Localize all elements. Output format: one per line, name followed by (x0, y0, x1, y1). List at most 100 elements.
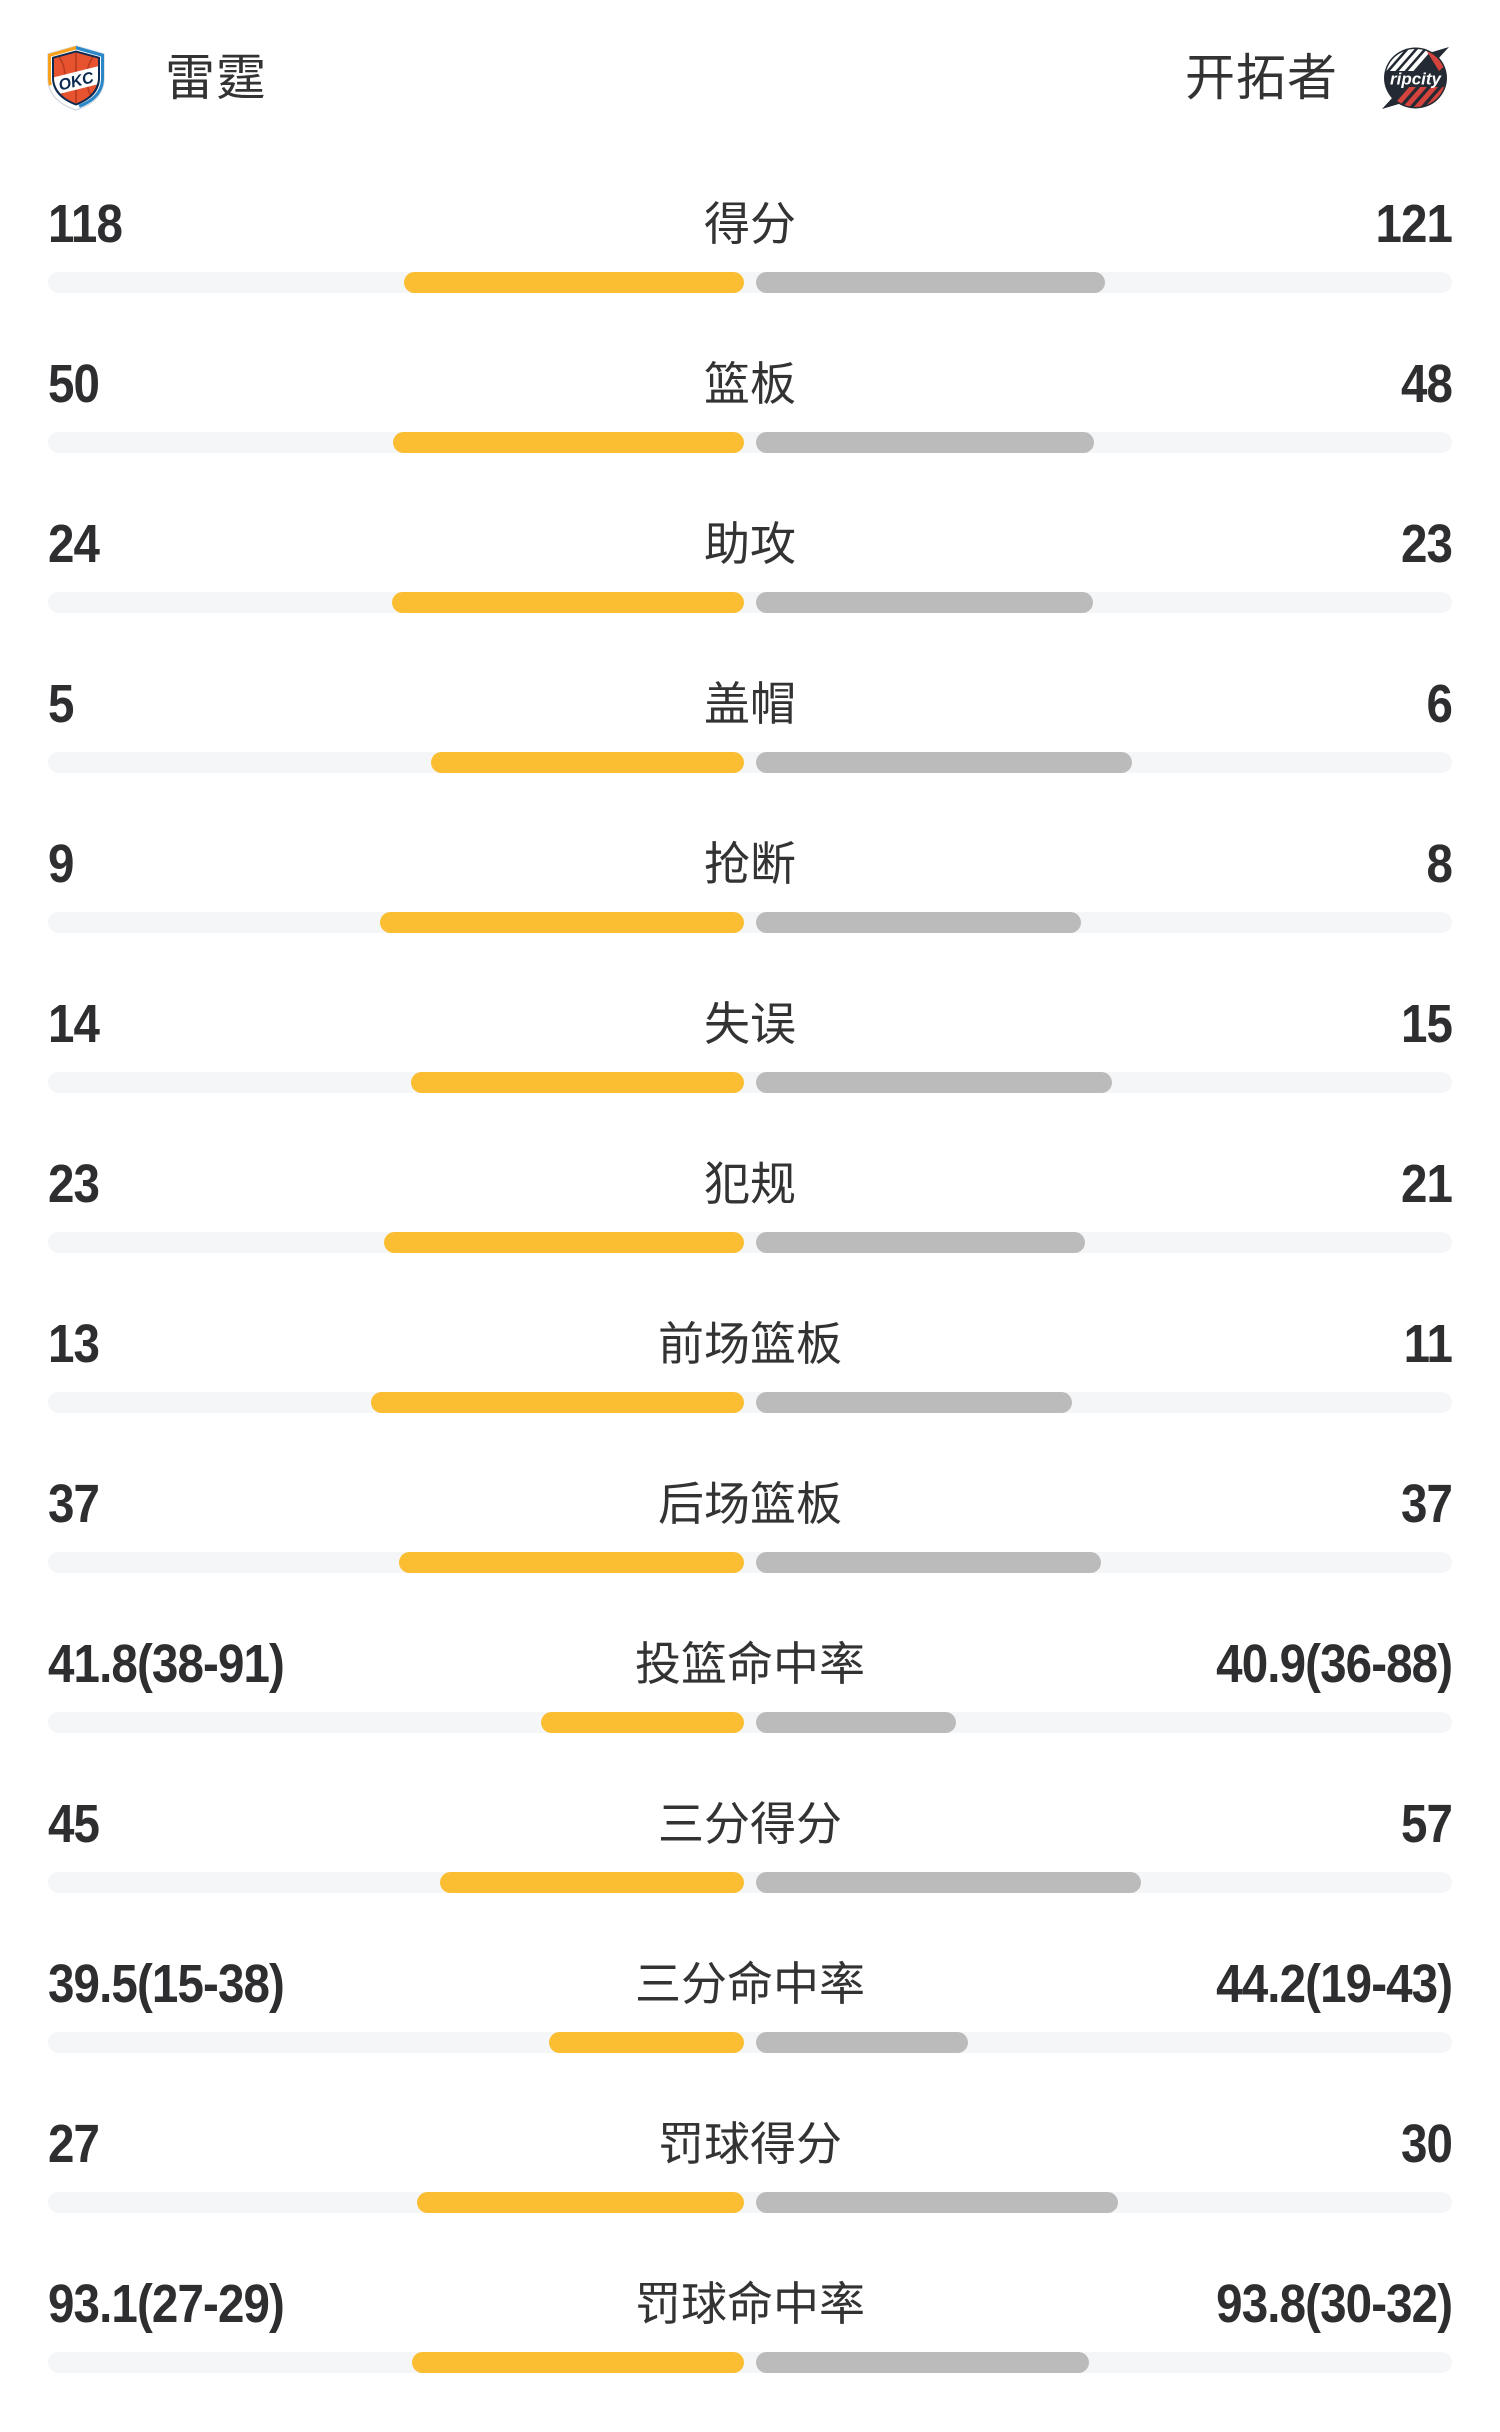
stat-row: 45 三分得分 57 (0, 1792, 1500, 1952)
stat-row: 9 抢断 8 (0, 832, 1500, 992)
away-value: 30 (1400, 2114, 1453, 2174)
stat-row: 93.1(27-29) 罚球命中率 93.8(30-32) (0, 2272, 1500, 2432)
stat-bar-track (48, 2032, 1452, 2053)
home-value: 45 (48, 1794, 100, 1854)
stat-row: 5 盖帽 6 (0, 672, 1500, 832)
stat-text-line: 37 后场篮板 37 (48, 1472, 1453, 1536)
home-bar (380, 912, 744, 933)
stat-label: 罚球得分 (658, 2118, 842, 2170)
stat-label: 抢断 (704, 838, 796, 890)
away-value: 44.2(19-43) (1215, 1954, 1453, 2014)
stat-label: 三分命中率 (635, 1958, 865, 2010)
away-value: 48 (1400, 354, 1453, 414)
home-value: 37 (48, 1474, 100, 1534)
stat-row: 50 篮板 48 (0, 352, 1500, 512)
svg-text:ripcity: ripcity (1390, 70, 1443, 89)
away-bar (756, 2032, 968, 2053)
stat-bar-track (48, 1712, 1452, 1733)
stat-row: 23 犯规 21 (0, 1152, 1500, 1312)
stat-bar-track (48, 1072, 1452, 1093)
stat-label: 三分得分 (658, 1798, 842, 1850)
stat-bar-track (48, 752, 1452, 773)
away-bar (756, 1552, 1101, 1573)
stat-text-line: 39.5(15-38) 三分命中率 44.2(19-43) (48, 1952, 1453, 2016)
away-bar (756, 2352, 1089, 2373)
home-bar (393, 432, 744, 453)
stat-label: 投篮命中率 (635, 1638, 865, 1690)
home-value: 14 (48, 994, 100, 1054)
stat-text-line: 24 助攻 23 (48, 512, 1453, 576)
home-bar (384, 1232, 744, 1253)
home-bar (412, 2352, 744, 2373)
stat-bar-track (48, 2192, 1452, 2213)
home-value: 93.1(27-29) (48, 2274, 285, 2334)
stat-row: 27 罚球得分 30 (0, 2112, 1500, 2272)
stat-bar-track (48, 1552, 1452, 1573)
home-bar (440, 1872, 744, 1893)
home-value: 5 (48, 674, 74, 734)
away-value: 11 (1403, 1314, 1453, 1374)
away-bar (756, 1072, 1112, 1093)
stat-row: 41.8(38-91) 投篮命中率 40.9(36-88) (0, 1632, 1500, 1792)
away-bar (756, 1872, 1141, 1893)
stat-label: 篮板 (704, 358, 796, 410)
stat-row: 24 助攻 23 (0, 512, 1500, 672)
home-value: 27 (48, 2114, 100, 2174)
stat-text-line: 14 失误 15 (48, 992, 1453, 1056)
stat-text-line: 9 抢断 8 (48, 832, 1453, 896)
home-bar (417, 2192, 744, 2213)
home-value: 41.8(38-91) (48, 1634, 285, 1694)
home-value: 24 (48, 514, 100, 574)
away-value: 37 (1400, 1474, 1453, 1534)
home-bar (431, 752, 744, 773)
away-bar (756, 1232, 1085, 1253)
stat-bar-track (48, 1232, 1452, 1253)
stat-text-line: 23 犯规 21 (48, 1152, 1453, 1216)
stat-text-line: 118 得分 121 (48, 192, 1453, 256)
away-bar (756, 272, 1105, 293)
away-value: 23 (1400, 514, 1453, 574)
away-value: 21 (1400, 1154, 1453, 1214)
stat-row: 14 失误 15 (0, 992, 1500, 1152)
okc-thunder-logo-icon: OKC (45, 45, 107, 111)
stat-text-line: 93.1(27-29) 罚球命中率 93.8(30-32) (48, 2272, 1453, 2336)
home-value: 118 (48, 194, 123, 254)
home-bar (549, 2032, 744, 2053)
stat-bar-track (48, 1392, 1452, 1413)
home-value: 23 (48, 1154, 100, 1214)
home-bar (404, 272, 744, 293)
stat-bar-track (48, 912, 1452, 933)
away-value: 57 (1400, 1794, 1453, 1854)
stat-text-line: 27 罚球得分 30 (48, 2112, 1453, 2176)
stat-text-line: 50 篮板 48 (48, 352, 1453, 416)
home-value: 50 (48, 354, 100, 414)
home-value: 39.5(15-38) (48, 1954, 285, 2014)
stat-row: 13 前场篮板 11 (0, 1312, 1500, 1472)
stat-label: 后场篮板 (658, 1478, 842, 1530)
away-bar (756, 1712, 956, 1733)
away-bar (756, 592, 1093, 613)
away-bar (756, 912, 1081, 933)
teams-header: OKC 雷霆 开拓者 (0, 0, 1500, 111)
home-value: 13 (48, 1314, 100, 1374)
stat-bar-track (48, 592, 1452, 613)
home-bar (392, 592, 744, 613)
blazers-ripcity-logo-icon: ripcity (1381, 46, 1450, 110)
away-team: 开拓者 (1185, 45, 1450, 111)
away-team-name: 开拓者 (1185, 50, 1338, 106)
away-value: 15 (1400, 994, 1453, 1054)
stat-bar-track (48, 2352, 1452, 2373)
stat-bar-track (48, 272, 1452, 293)
stat-bar-track (48, 1872, 1452, 1893)
home-bar (411, 1072, 744, 1093)
away-value: 6 (1426, 674, 1452, 734)
stat-text-line: 41.8(38-91) 投篮命中率 40.9(36-88) (48, 1632, 1453, 1696)
stats-list: 118 得分 121 50 篮板 48 24 助攻 23 5 盖帽 6 (0, 192, 1500, 2432)
away-value: 8 (1426, 834, 1452, 894)
home-team: OKC 雷霆 (45, 45, 267, 111)
away-value: 40.9(36-88) (1215, 1634, 1453, 1694)
stat-row: 37 后场篮板 37 (0, 1472, 1500, 1632)
stat-text-line: 13 前场篮板 11 (48, 1312, 1453, 1376)
away-value: 93.8(30-32) (1215, 2274, 1453, 2334)
